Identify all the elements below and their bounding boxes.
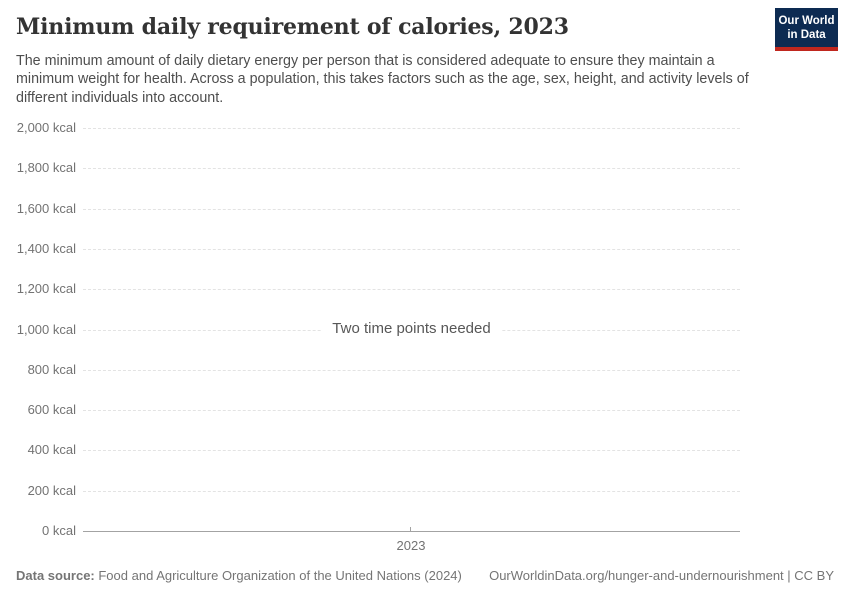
owid-logo-line1: Our World xyxy=(778,15,835,27)
y-axis-tick-label: 1,200 kcal xyxy=(16,281,76,297)
y-axis-tick-label: 1,800 kcal xyxy=(16,160,76,176)
owid-logo[interactable]: Our World in Data xyxy=(775,8,838,51)
chart-title: Minimum daily requirement of calories, 2… xyxy=(16,14,569,40)
data-source-label: Data source: xyxy=(16,568,95,583)
y-axis-tick-label: 600 kcal xyxy=(27,402,76,418)
y-gridline xyxy=(83,248,740,250)
y-gridline xyxy=(83,168,740,170)
y-axis-tick-label: 200 kcal xyxy=(27,482,76,498)
y-axis-tick-label: 400 kcal xyxy=(27,442,76,458)
y-axis-tick-label: 1,400 kcal xyxy=(16,240,76,256)
x-axis-tick-mark xyxy=(410,527,411,531)
y-axis-tick-label: 800 kcal xyxy=(27,361,76,377)
y-gridline xyxy=(83,369,740,371)
owid-url-license-link[interactable]: OurWorldinData.org/hunger-and-undernouri… xyxy=(489,568,834,583)
y-axis-tick-label: 1,600 kcal xyxy=(16,200,76,216)
chart-subtitle: The minimum amount of daily dietary ener… xyxy=(16,53,749,106)
y-axis-tick-label: 1,000 kcal xyxy=(16,321,76,337)
y-gridline xyxy=(83,208,740,210)
y-axis-tick-label: 2,000 kcal xyxy=(16,120,76,135)
chart-note: Two time points needed xyxy=(322,320,501,337)
y-gridline xyxy=(83,410,740,412)
chart-note-row: Two time points needed xyxy=(83,320,740,338)
data-source: Data source: Food and Agriculture Organi… xyxy=(16,568,462,583)
y-gridline xyxy=(83,289,740,291)
x-axis-tick-label: 2023 xyxy=(396,538,426,553)
chart-footer: Data source: Food and Agriculture Organi… xyxy=(16,568,834,583)
data-source-value: Food and Agriculture Organization of the… xyxy=(94,568,462,583)
y-gridline xyxy=(83,128,740,129)
y-gridline xyxy=(83,450,740,452)
x-axis-line xyxy=(83,531,740,532)
y-gridline xyxy=(83,490,740,492)
y-axis-tick-label: 0 kcal xyxy=(42,523,76,538)
owid-logo-line2: in Data xyxy=(787,29,826,41)
